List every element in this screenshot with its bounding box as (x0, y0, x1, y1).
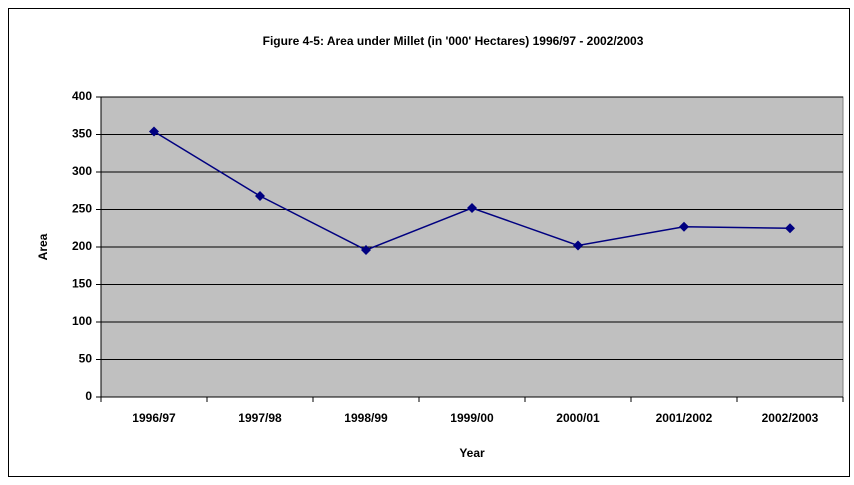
x-tick-label: 1997/98 (238, 411, 282, 425)
chart-title: Figure 4-5: Area under Millet (in '000' … (263, 34, 644, 48)
data-point (361, 245, 371, 255)
data-point (573, 240, 583, 251)
data-point (679, 221, 689, 232)
y-tick-label: 250 (72, 202, 92, 216)
data-point (785, 223, 795, 234)
x-tick-label: 1998/99 (344, 411, 388, 425)
x-tick-label: 2000/01 (556, 411, 600, 425)
x-tick-label: 2001/2002 (656, 411, 713, 425)
data-point (149, 126, 159, 137)
y-tick-label: 400 (72, 89, 92, 103)
x-tick-label: 2002/2003 (762, 411, 819, 425)
y-tick-label: 300 (72, 164, 92, 178)
x-axis-label: Year (459, 446, 485, 460)
y-tick-label: 150 (72, 277, 92, 291)
y-axis-label: Area (36, 233, 50, 260)
x-tick-label: 1996/97 (132, 411, 176, 425)
data-point (467, 203, 477, 213)
y-tick-label: 0 (85, 389, 92, 403)
y-tick-label: 100 (72, 314, 92, 328)
y-tick-label: 350 (72, 127, 92, 141)
y-tick-label: 50 (79, 352, 93, 366)
data-point (255, 191, 265, 201)
x-tick-label: 1999/00 (450, 411, 494, 425)
y-tick-label: 200 (72, 239, 92, 253)
